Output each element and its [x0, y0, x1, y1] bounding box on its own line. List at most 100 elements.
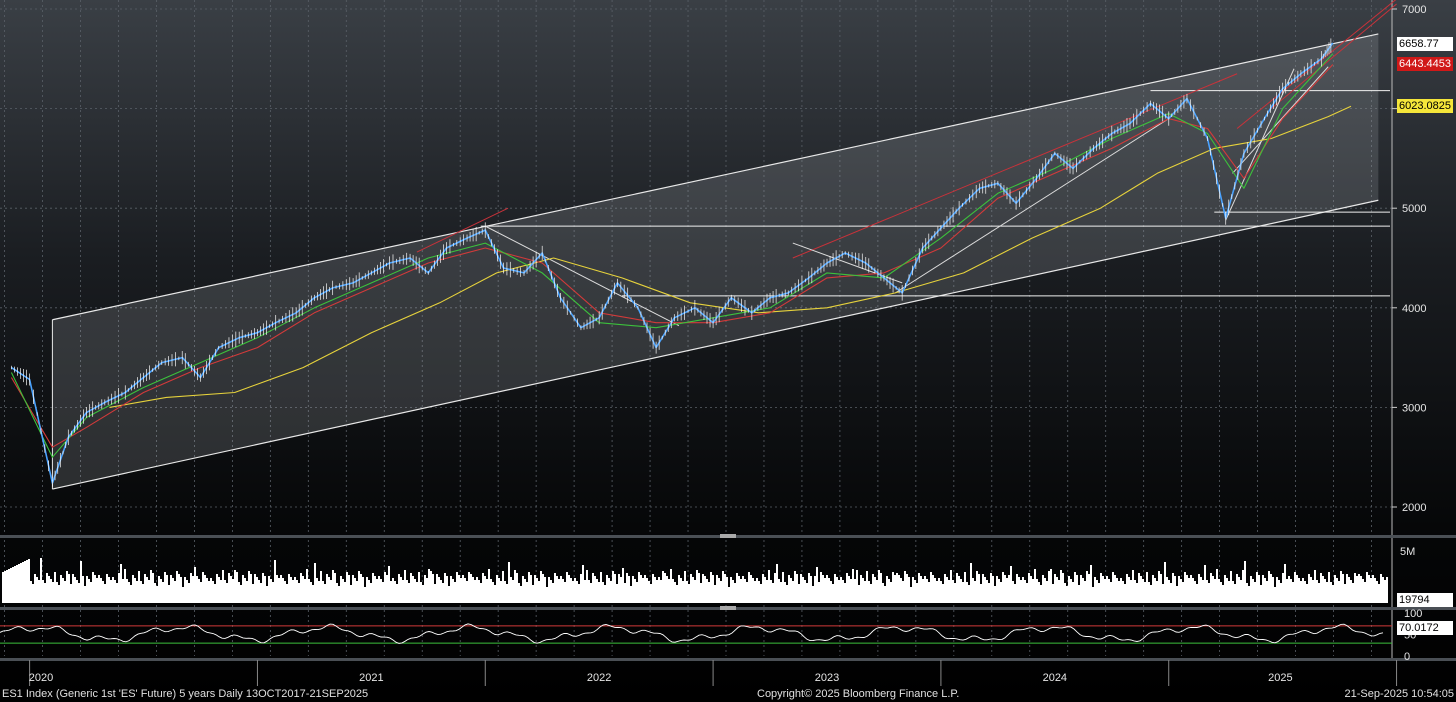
- volume-bar: [798, 584, 800, 603]
- volume-bar: [932, 575, 934, 603]
- volume-bar: [416, 582, 418, 603]
- yellow-ma-badge: 6023.0825: [1397, 99, 1453, 113]
- volume-bar: [58, 585, 60, 603]
- volume-bar: [466, 581, 468, 603]
- volume-bar: [1068, 576, 1070, 603]
- volume-bar: [86, 576, 88, 603]
- volume-bar: [120, 564, 122, 603]
- volume-bar: [344, 582, 346, 603]
- volume-bar: [892, 572, 894, 603]
- volume-bar: [704, 576, 706, 603]
- volume-bar: [504, 581, 506, 603]
- volume-bar: [912, 577, 914, 603]
- volume-bar: [384, 572, 386, 603]
- volume-bar: [1054, 574, 1056, 603]
- volume-bar: [1040, 585, 1042, 603]
- volume-bar: [482, 573, 484, 603]
- volume-bar: [106, 574, 108, 603]
- rsi-line: [0, 623, 1384, 644]
- volume-bar: [46, 573, 48, 603]
- volume-bar: [1030, 576, 1032, 603]
- volume-bar: [60, 575, 62, 603]
- volume-bar: [1358, 574, 1360, 603]
- volume-bar: [1100, 573, 1102, 603]
- volume-bar: [356, 581, 358, 603]
- volume-bar: [972, 578, 974, 603]
- volume-bar: [1134, 580, 1136, 603]
- volume-bar: [1028, 573, 1030, 603]
- volume-bar: [1242, 570, 1244, 603]
- volume-bar: [224, 580, 226, 603]
- volume-bar: [1066, 586, 1068, 603]
- volume-bar: [428, 569, 430, 603]
- volume-tick-label: 5M: [1400, 546, 1415, 558]
- volume-bar: [480, 583, 482, 603]
- volume-bar: [658, 577, 660, 603]
- volume-bar: [278, 578, 280, 603]
- volume-bar: [544, 577, 546, 603]
- volume-bar: [1194, 581, 1196, 603]
- volume-bar: [1222, 585, 1224, 603]
- volume-bar: [258, 580, 260, 603]
- volume-bar: [130, 585, 132, 603]
- volume-bar: [282, 578, 284, 603]
- volume-bar: [370, 583, 372, 603]
- volume-bar: [312, 585, 314, 603]
- volume-bar: [160, 579, 162, 603]
- volume-bar: [358, 571, 360, 603]
- volume-bar: [82, 576, 84, 603]
- volume-bar: [836, 577, 838, 603]
- volume-badge: 19794: [1397, 593, 1453, 607]
- volume-bar: [718, 578, 720, 603]
- volume-bar: [668, 579, 670, 603]
- volume-bar: [1082, 578, 1084, 603]
- volume-bar: [726, 577, 728, 603]
- volume-bar: [408, 583, 410, 603]
- volume-bar: [1342, 574, 1344, 603]
- volume-bar: [48, 576, 50, 603]
- volume-bar: [1240, 580, 1242, 603]
- volume-bar: [514, 570, 516, 603]
- volume-bar: [952, 580, 954, 603]
- volume-bar: [866, 571, 868, 603]
- volume-bar: [530, 575, 532, 603]
- volume-bar: [882, 583, 884, 603]
- volume-bar: [422, 585, 424, 603]
- volume-bar: [1296, 575, 1298, 603]
- volume-bar: [1190, 575, 1192, 603]
- volume-bar: [1038, 582, 1040, 603]
- volume-bar: [1186, 575, 1188, 603]
- volume-bar: [894, 575, 896, 603]
- volume-bar: [1166, 577, 1168, 603]
- volume-bar: [376, 579, 378, 603]
- volume-bar: [116, 583, 118, 603]
- volume-bar: [430, 571, 432, 603]
- volume-bar: [436, 574, 438, 603]
- rsi-tick-label: 0: [1404, 651, 1410, 663]
- volume-bar: [534, 575, 536, 603]
- volume-bar: [1238, 577, 1240, 603]
- volume-bar: [110, 580, 112, 603]
- volume-bar: [212, 581, 214, 603]
- volume-bar: [666, 576, 668, 603]
- volume-bar: [1380, 574, 1382, 603]
- volume-bar: [286, 584, 288, 603]
- volume-bar: [904, 571, 906, 603]
- volume-bar: [954, 583, 956, 603]
- volume-bar: [566, 572, 568, 603]
- volume-bar: [1322, 576, 1324, 603]
- volume-bar: [486, 579, 488, 603]
- volume-bar: [574, 578, 576, 603]
- volume-bar: [846, 573, 848, 603]
- volume-bar: [618, 574, 620, 603]
- volume-bar: [68, 574, 70, 603]
- volume-bar: [700, 583, 702, 603]
- volume-bar: [162, 582, 164, 603]
- volume-bar: [210, 578, 212, 603]
- volume-bar: [602, 582, 604, 603]
- volume-bar: [394, 581, 396, 603]
- volume-bar: [536, 578, 538, 603]
- volume-bar: [158, 576, 160, 603]
- volume-bar: [1046, 581, 1048, 603]
- volume-bar: [366, 577, 368, 603]
